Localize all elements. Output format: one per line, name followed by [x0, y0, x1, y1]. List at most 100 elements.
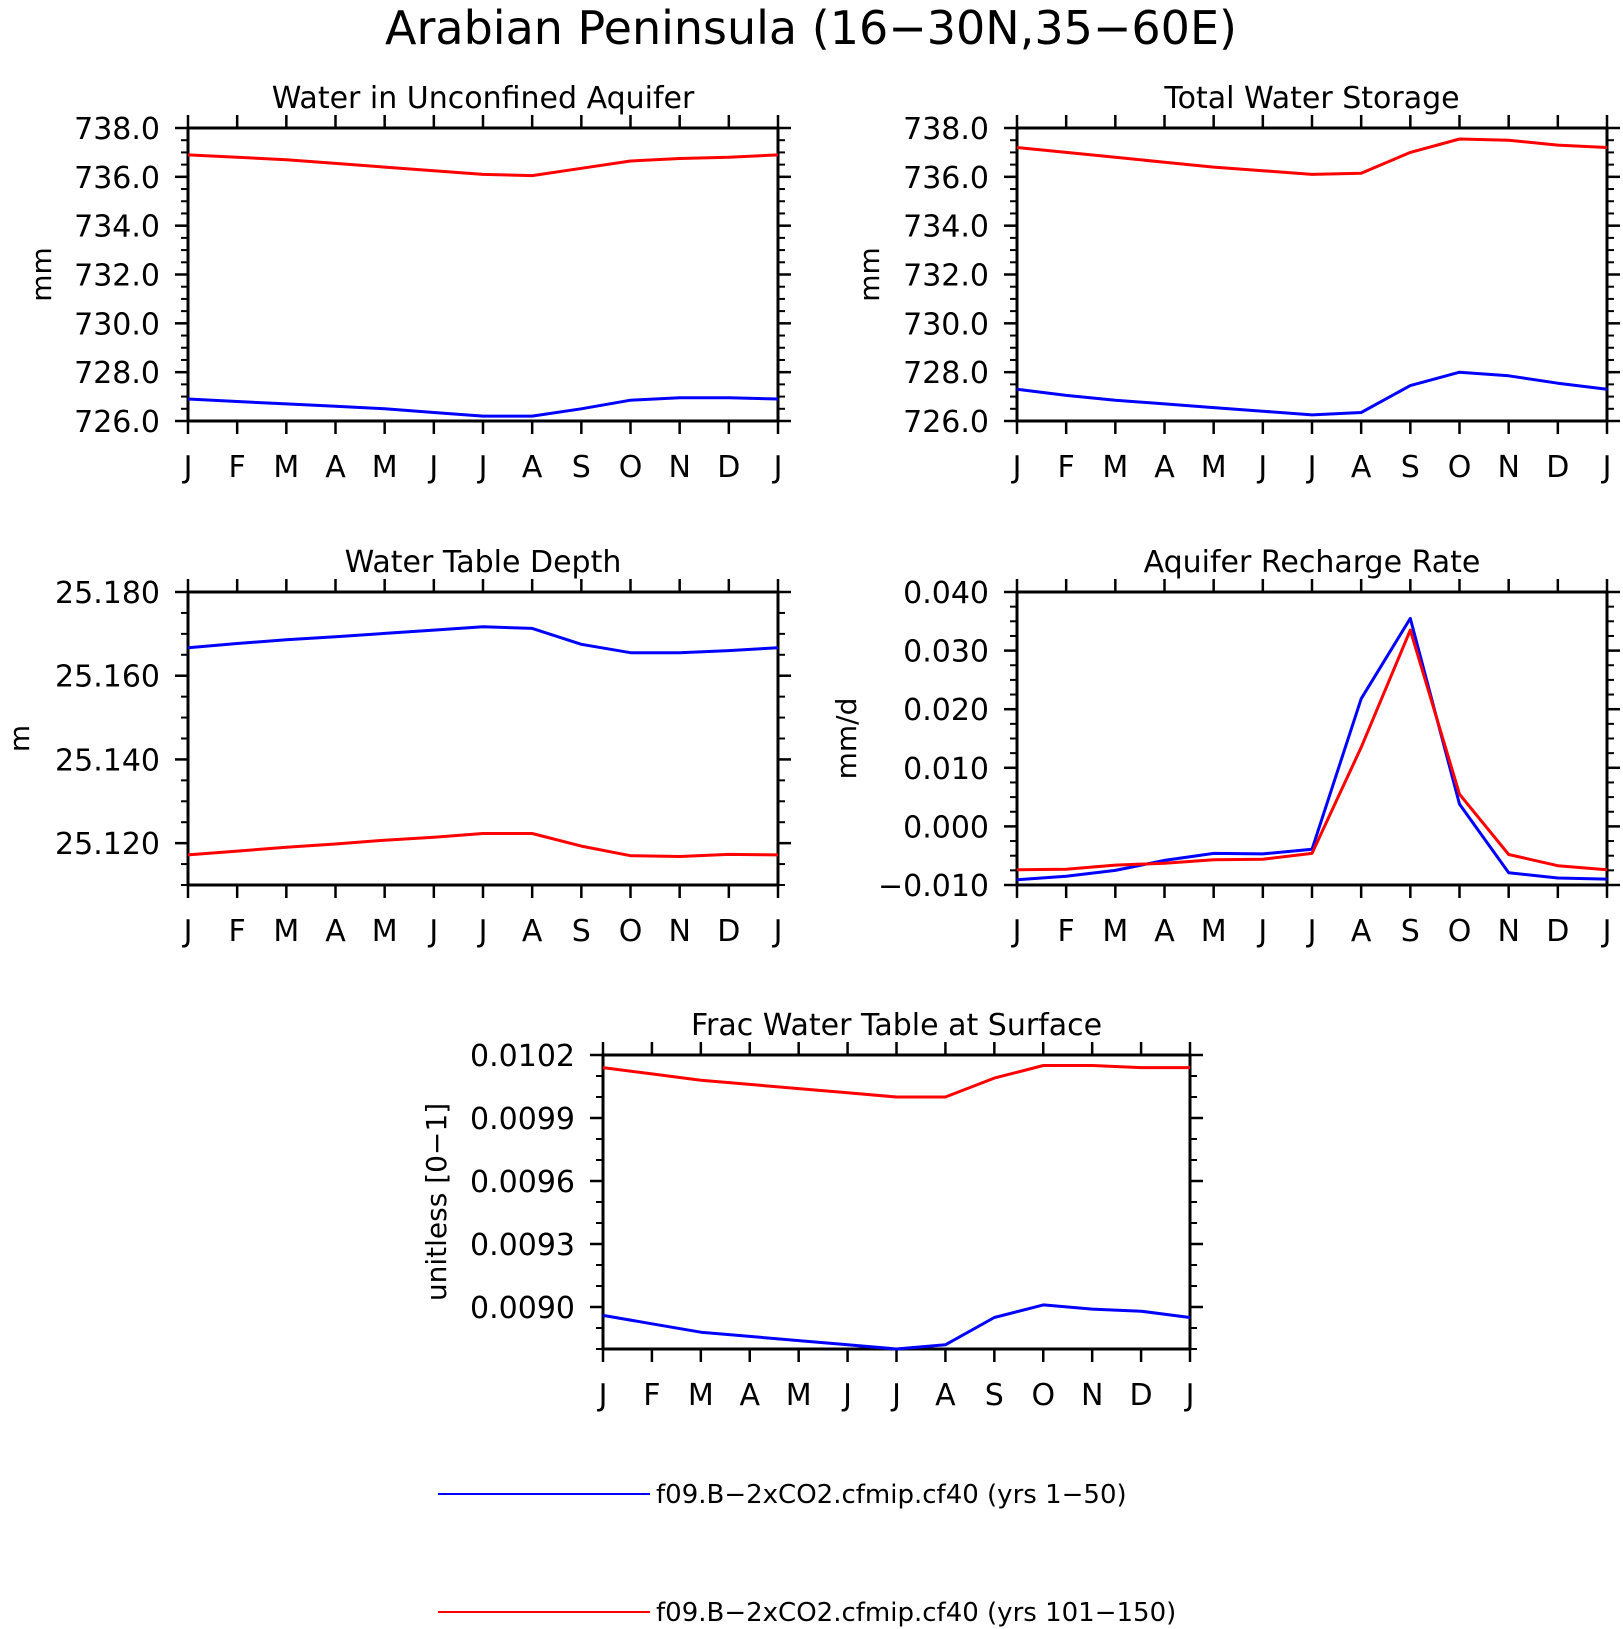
series-line-1 [187, 396, 779, 418]
y-tick-label: 736.0 [74, 161, 160, 196]
x-tick-label: J [1256, 914, 1267, 949]
x-tick-label: M [273, 450, 299, 485]
y-tick-label: 25.140 [55, 743, 160, 778]
y-tick-label: 0.0093 [470, 1228, 575, 1263]
panel-title: Water in Unconfined Aquifer [272, 81, 695, 116]
series-line-1 [1016, 616, 1608, 882]
x-tick-label: O [1448, 914, 1472, 949]
y-axis-label: mm [25, 247, 58, 302]
x-tick-label: M [786, 1378, 812, 1413]
y-axis-label: mm [853, 247, 886, 302]
legend: f09.B−2xCO2.cfmip.cf40 (yrs 1−50) f09.B−… [438, 1480, 1176, 1628]
x-tick-label: F [229, 914, 246, 949]
y-tick-label: 0.0096 [470, 1165, 575, 1200]
x-tick-label: J [477, 450, 488, 485]
y-tick-label: 0.010 [903, 752, 989, 787]
y-tick-label: 0.0102 [470, 1039, 575, 1074]
x-tick-label: J [427, 450, 438, 485]
plot-frame [1015, 590, 1609, 887]
y-tick-label: 726.0 [903, 405, 989, 440]
x-tick-label: S [1401, 450, 1420, 485]
y-tick-label: 728.0 [74, 356, 160, 391]
x-tick-label: A [1154, 450, 1175, 485]
x-tick-label: D [1546, 450, 1569, 485]
series-line-2 [1016, 628, 1608, 872]
y-tick-label: −0.010 [878, 869, 989, 904]
x-tick-label: M [372, 914, 398, 949]
x-tick-label: S [572, 914, 591, 949]
x-tick-label: J [427, 914, 438, 949]
y-tick-label: 730.0 [74, 307, 160, 342]
plot-frame [186, 126, 780, 423]
x-tick-label: F [229, 450, 246, 485]
y-tick-label: 0.020 [903, 693, 989, 728]
series-line-1 [602, 1303, 1191, 1351]
x-tick-label: J [1306, 450, 1317, 485]
x-tick-label: O [619, 450, 643, 485]
y-tick-label: 732.0 [74, 259, 160, 294]
x-tick-label: N [1497, 450, 1519, 485]
y-tick-label: 0.0090 [470, 1291, 575, 1326]
y-tick-label: 726.0 [74, 405, 160, 440]
x-tick-label: A [522, 914, 543, 949]
x-tick-label: J [477, 914, 488, 949]
x-tick-label: J [1306, 914, 1317, 949]
legend-label-series-1: f09.B−2xCO2.cfmip.cf40 (yrs 1−50) [656, 1480, 1127, 1510]
x-tick-label: N [668, 450, 690, 485]
x-tick-label: M [1102, 914, 1128, 949]
x-tick-label: A [325, 450, 346, 485]
x-tick-label: F [643, 1378, 660, 1413]
x-tick-label: D [717, 450, 740, 485]
y-tick-label: 734.0 [74, 210, 160, 245]
x-tick-label: J [182, 914, 193, 949]
y-tick-label: 736.0 [903, 161, 989, 196]
y-tick-label: 0.040 [903, 576, 989, 611]
y-tick-label: 0.030 [903, 635, 989, 670]
x-tick-label: F [1058, 914, 1075, 949]
y-tick-label: 730.0 [903, 307, 989, 342]
x-tick-label: A [522, 450, 543, 485]
y-tick-label: 728.0 [903, 356, 989, 391]
y-tick-label: 738.0 [903, 112, 989, 147]
x-tick-label: D [1546, 914, 1569, 949]
y-tick-label: 732.0 [903, 259, 989, 294]
y-tick-label: 734.0 [903, 210, 989, 245]
x-tick-label: A [1351, 914, 1372, 949]
y-axis-label: m [3, 725, 36, 752]
series-line-2 [187, 832, 779, 858]
series-line-2 [602, 1064, 1190, 1099]
plot-frame [601, 1053, 1192, 1351]
x-tick-label: J [1011, 450, 1022, 485]
series-line-2 [1016, 137, 1608, 176]
x-tick-label: M [1201, 450, 1227, 485]
y-tick-label: 0.000 [903, 810, 989, 845]
x-tick-label: N [1081, 1378, 1103, 1413]
x-tick-label: J [772, 450, 783, 485]
panel-title: Aquifer Recharge Rate [1144, 545, 1481, 580]
x-tick-label: A [739, 1378, 760, 1413]
y-tick-label: 0.0099 [470, 1102, 575, 1137]
series-line-1 [187, 625, 779, 655]
y-axis-label: unitless [0−1] [420, 1103, 453, 1301]
series-line-2 [187, 153, 779, 178]
x-tick-label: M [1201, 914, 1227, 949]
x-tick-label: O [1448, 450, 1472, 485]
x-tick-label: J [182, 450, 193, 485]
x-tick-label: D [1130, 1378, 1153, 1413]
legend-label-series-2: f09.B−2xCO2.cfmip.cf40 (yrs 101−150) [656, 1598, 1176, 1628]
panel-title: Water Table Depth [345, 545, 622, 580]
x-tick-label: S [1401, 914, 1420, 949]
y-tick-label: 25.180 [55, 576, 160, 611]
y-tick-label: 25.120 [55, 827, 160, 862]
series-line-1 [1016, 370, 1608, 417]
x-tick-label: J [1601, 450, 1612, 485]
x-tick-label: A [1154, 914, 1175, 949]
x-tick-label: J [1256, 450, 1267, 485]
x-tick-label: N [668, 914, 690, 949]
x-tick-label: J [1601, 914, 1612, 949]
x-tick-label: S [985, 1378, 1004, 1413]
